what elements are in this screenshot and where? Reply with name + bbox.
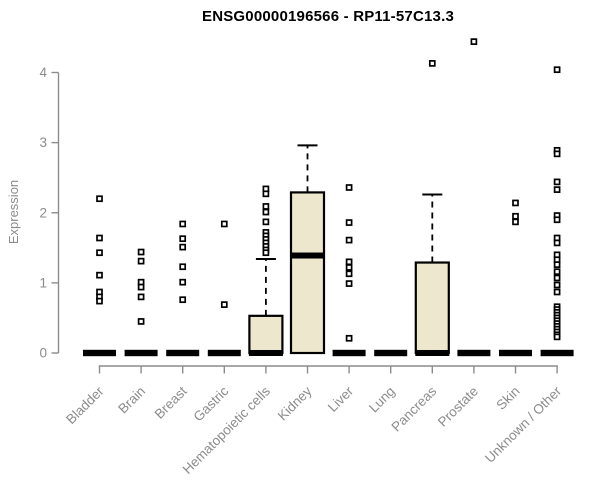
box-group-lung: [374, 349, 408, 357]
outlier-point: [553, 186, 561, 193]
x-tick-label-brain: Brain: [115, 384, 148, 417]
x-tick-label-lung: Lung: [366, 384, 398, 416]
y-tick-label: 0: [39, 346, 47, 361]
x-tick-label-prostate: Prostate: [435, 384, 481, 430]
x-tick-label-unknown-other: Unknown / Other: [482, 383, 565, 466]
box-group-bladder: [83, 195, 116, 357]
outlier-point: [96, 234, 103, 242]
outlier-point: [262, 208, 270, 216]
box-rect: [248, 314, 284, 355]
outlier-point: [137, 283, 145, 291]
outlier-point: [470, 38, 478, 45]
box-group-pancreas: [414, 60, 450, 356]
outlier-point: [137, 293, 145, 301]
outlier-point: [512, 199, 519, 207]
outlier-point: [137, 257, 145, 265]
x-tick-label-breast: Breast: [152, 383, 190, 421]
outlier-point: [179, 220, 187, 228]
outlier-point: [553, 178, 561, 186]
box-group-gastric: [207, 220, 241, 357]
outlier-point: [345, 264, 353, 271]
outlier-point: [345, 236, 353, 244]
x-tick-label-pancreas: Pancreas: [388, 383, 439, 434]
outlier-point: [553, 239, 561, 247]
outlier-point: [179, 263, 187, 271]
box-group-hematopoietic-cells: [248, 185, 284, 356]
outlier-point: [512, 212, 519, 220]
outlier-point: [553, 216, 561, 224]
median-line: [374, 349, 408, 357]
box-rect: [414, 261, 450, 355]
x-tick-label-bladder: Bladder: [63, 383, 107, 427]
outlier-point: [96, 195, 103, 203]
median-line: [207, 349, 241, 357]
box-group-prostate: [457, 38, 491, 357]
box-group-skin: [499, 199, 532, 357]
x-tick-label-kidney: Kidney: [275, 383, 315, 423]
median-line: [166, 349, 200, 357]
outlier-point: [96, 249, 103, 257]
box-group-brain: [124, 248, 158, 357]
outlier-point: [553, 150, 561, 158]
outlier-point: [220, 301, 228, 308]
outlier-point: [553, 274, 561, 282]
median-line: [248, 350, 283, 356]
box-group-unknown-other: [540, 66, 574, 357]
outlier-point: [512, 218, 519, 226]
outlier-point: [428, 60, 436, 67]
box-group-breast: [166, 220, 200, 357]
outlier-point: [262, 249, 270, 257]
outlier-point: [220, 220, 228, 228]
outlier-point: [553, 66, 561, 74]
outlier-point: [553, 333, 561, 341]
outlier-point: [553, 288, 561, 296]
outlier-point: [262, 203, 270, 210]
outlier-point: [553, 268, 561, 276]
outlier-point: [345, 258, 353, 266]
outlier-point: [345, 270, 353, 278]
outlier-point: [345, 184, 353, 191]
median-line: [540, 349, 574, 357]
median-line: [499, 349, 532, 357]
outlier-point: [137, 318, 145, 325]
x-tick-label-liver: Liver: [325, 383, 357, 415]
y-tick-label: 3: [39, 135, 47, 150]
chart-title: ENSG00000196566 - RP11-57C13.3: [201, 8, 454, 25]
y-tick-label: 4: [39, 65, 47, 80]
outlier-point: [553, 281, 561, 289]
median-line: [415, 350, 450, 356]
median-line: [332, 349, 366, 357]
x-tick-label-skin: Skin: [493, 384, 522, 413]
outlier-point: [179, 278, 187, 286]
y-tick-label: 2: [39, 205, 47, 220]
outlier-point: [179, 296, 187, 304]
outlier-point: [345, 219, 353, 226]
outlier-point: [262, 190, 270, 198]
median-line: [124, 349, 158, 357]
median-line: [457, 349, 491, 357]
x-tick-label-gastric: Gastric: [191, 383, 232, 424]
outlier-point: [262, 218, 270, 226]
box-group-kidney: [289, 144, 326, 355]
outlier-point: [345, 280, 353, 287]
outlier-point: [137, 248, 145, 256]
box-group-liver: [332, 184, 366, 357]
outlier-point: [179, 243, 187, 251]
outlier-point: [179, 235, 187, 243]
outlier-point: [553, 261, 561, 268]
outlier-point: [96, 271, 103, 279]
median-line: [83, 349, 116, 357]
outlier-point: [96, 297, 103, 305]
box-rect: [289, 191, 326, 355]
outlier-point: [345, 334, 353, 342]
median-line: [290, 252, 325, 259]
y-tick-label: 1: [39, 275, 47, 290]
